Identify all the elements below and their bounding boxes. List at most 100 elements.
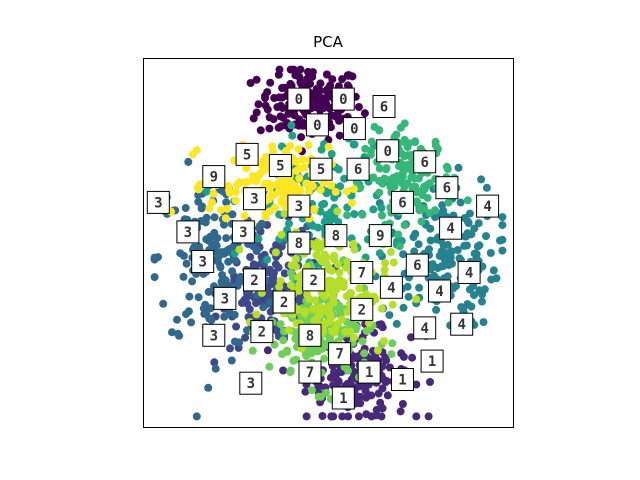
scatter-point-class-4 (479, 318, 488, 327)
scatter-point-class-9 (272, 180, 281, 189)
digit-thumbnail: 9 (368, 224, 392, 248)
scatter-point-class-0 (300, 79, 309, 88)
scatter-point-class-6 (444, 198, 453, 207)
scatter-point-class-0 (308, 72, 317, 81)
digit-thumbnail-frame (372, 95, 396, 118)
digit-thumbnail: 3 (239, 371, 263, 395)
scatter-point-class-3 (265, 298, 274, 307)
digit-thumbnail: 4 (450, 312, 474, 336)
digit-thumbnail-label: 0 (295, 92, 303, 108)
scatter-point-class-0 (286, 65, 295, 74)
scatter-point-class-3 (205, 314, 214, 323)
digit-thumbnail-frame (176, 220, 200, 244)
scatter-point-class-1 (329, 412, 338, 421)
scatter-point-class-3 (202, 213, 211, 222)
scatter-point-class-9 (316, 185, 325, 194)
scatter-point-class-8 (320, 319, 329, 328)
digit-thumbnail: 2 (272, 290, 296, 314)
scatter-point-class-6 (400, 221, 409, 230)
scatter-point-class-4 (464, 300, 473, 309)
digit-thumbnail-label: 7 (358, 266, 366, 282)
scatter-point-class-7 (279, 336, 288, 345)
scatter-point-class-3 (243, 326, 251, 335)
scatter-point-class-1 (399, 352, 408, 361)
scatter-point-class-9 (277, 196, 286, 205)
digit-thumbnail: 0 (331, 87, 355, 111)
digit-thumbnail-frame (350, 261, 374, 284)
digit-thumbnail-frame (346, 157, 370, 181)
scatter-point-class-9 (233, 180, 242, 189)
scatter-point-class-4 (437, 262, 446, 271)
scatter-point-class-8 (271, 248, 280, 257)
scatter-point-class-0 (296, 65, 305, 74)
scatter-point-class-8 (287, 261, 296, 270)
digit-thumbnail-label: 4 (420, 321, 428, 337)
digit-thumbnail-frame (376, 139, 400, 163)
scatter-point-class-0 (326, 81, 335, 90)
scatter-point-class-1 (279, 366, 288, 375)
scatter-point-class-6 (463, 196, 472, 205)
scatter-point-class-6 (400, 119, 409, 128)
digit-thumbnail-label: 1 (365, 365, 373, 381)
scatter-point-class-0 (316, 79, 325, 88)
scatter-point-class-6 (397, 149, 406, 158)
digit-thumbnail-frame (298, 360, 322, 384)
scatter-point-class-9 (221, 214, 230, 223)
digit-thumbnail-frame (413, 316, 437, 340)
scatter-point-class-3 (179, 272, 188, 281)
scatter-point-class-4 (456, 198, 465, 207)
digit-thumbnail: 1 (357, 360, 381, 384)
digit-thumbnail-frame (357, 360, 381, 384)
scatter-point-class-4 (460, 241, 469, 250)
scatter-point-class-8 (364, 319, 373, 327)
scatter-point-class-9 (342, 187, 351, 196)
scatter-point-class-9 (261, 153, 270, 161)
scatter-point-class-4 (410, 247, 419, 256)
scatter-point-class-8 (330, 251, 339, 260)
scatter-point-class-7 (387, 350, 396, 359)
scatter-point-class-6 (442, 162, 451, 171)
scatter-point-class-1 (383, 391, 392, 400)
scatter-point-class-4 (474, 219, 483, 228)
scatter-point-class-9 (209, 189, 218, 198)
scatter-point-class-4 (414, 240, 423, 249)
digit-thumbnail: 6 (372, 95, 396, 118)
scatter-point-class-3 (220, 220, 228, 229)
scatter-point-class-4 (432, 305, 441, 314)
scatter-point-class-1 (426, 378, 434, 386)
scatter-point-class-9 (205, 204, 214, 213)
chart-title: PCA (313, 33, 343, 51)
scatter-point-class-3 (195, 242, 204, 251)
scatter-point-class-8 (350, 245, 359, 254)
scatter-point-class-9 (290, 181, 299, 190)
scatter-point-class-3 (210, 213, 219, 222)
scatter-point-class-8 (342, 263, 351, 272)
digit-thumbnail-frame (476, 194, 500, 218)
scatter-point-class-0 (317, 98, 326, 107)
digit-thumbnail-frame (231, 220, 255, 244)
scatter-point-class-3 (185, 292, 194, 301)
scatter-point-class-3 (184, 157, 193, 166)
scatter-point-class-8 (343, 307, 352, 316)
digit-thumbnail-frame (239, 371, 263, 395)
scatter-point-class-1 (362, 393, 371, 402)
scatter-point-class-3 (216, 262, 225, 270)
scatter-point-class-1 (344, 412, 353, 421)
digit-thumbnail-frame (435, 176, 459, 200)
scatter-point-class-2 (268, 270, 277, 279)
scatter-point-class-8 (276, 277, 285, 286)
digit-thumbnail-frame (324, 224, 348, 248)
digit-thumbnail: 1 (331, 386, 355, 410)
scatter-point-class-0 (270, 94, 279, 102)
digit-thumbnail-label: 1 (428, 354, 436, 370)
scatter-point-class-3 (176, 249, 185, 258)
scatter-point-class-6 (375, 188, 384, 197)
scatter-point-class-1 (263, 346, 272, 355)
scatter-point-class-4 (461, 214, 469, 222)
scatter-point-class-8 (285, 326, 294, 335)
digit-thumbnail: 7 (298, 360, 322, 384)
scatter-point-class-3 (181, 204, 190, 212)
digit-thumbnail-label: 4 (483, 199, 491, 215)
scatter-point-class-3 (231, 256, 240, 265)
digit-thumbnail: 0 (287, 87, 311, 111)
